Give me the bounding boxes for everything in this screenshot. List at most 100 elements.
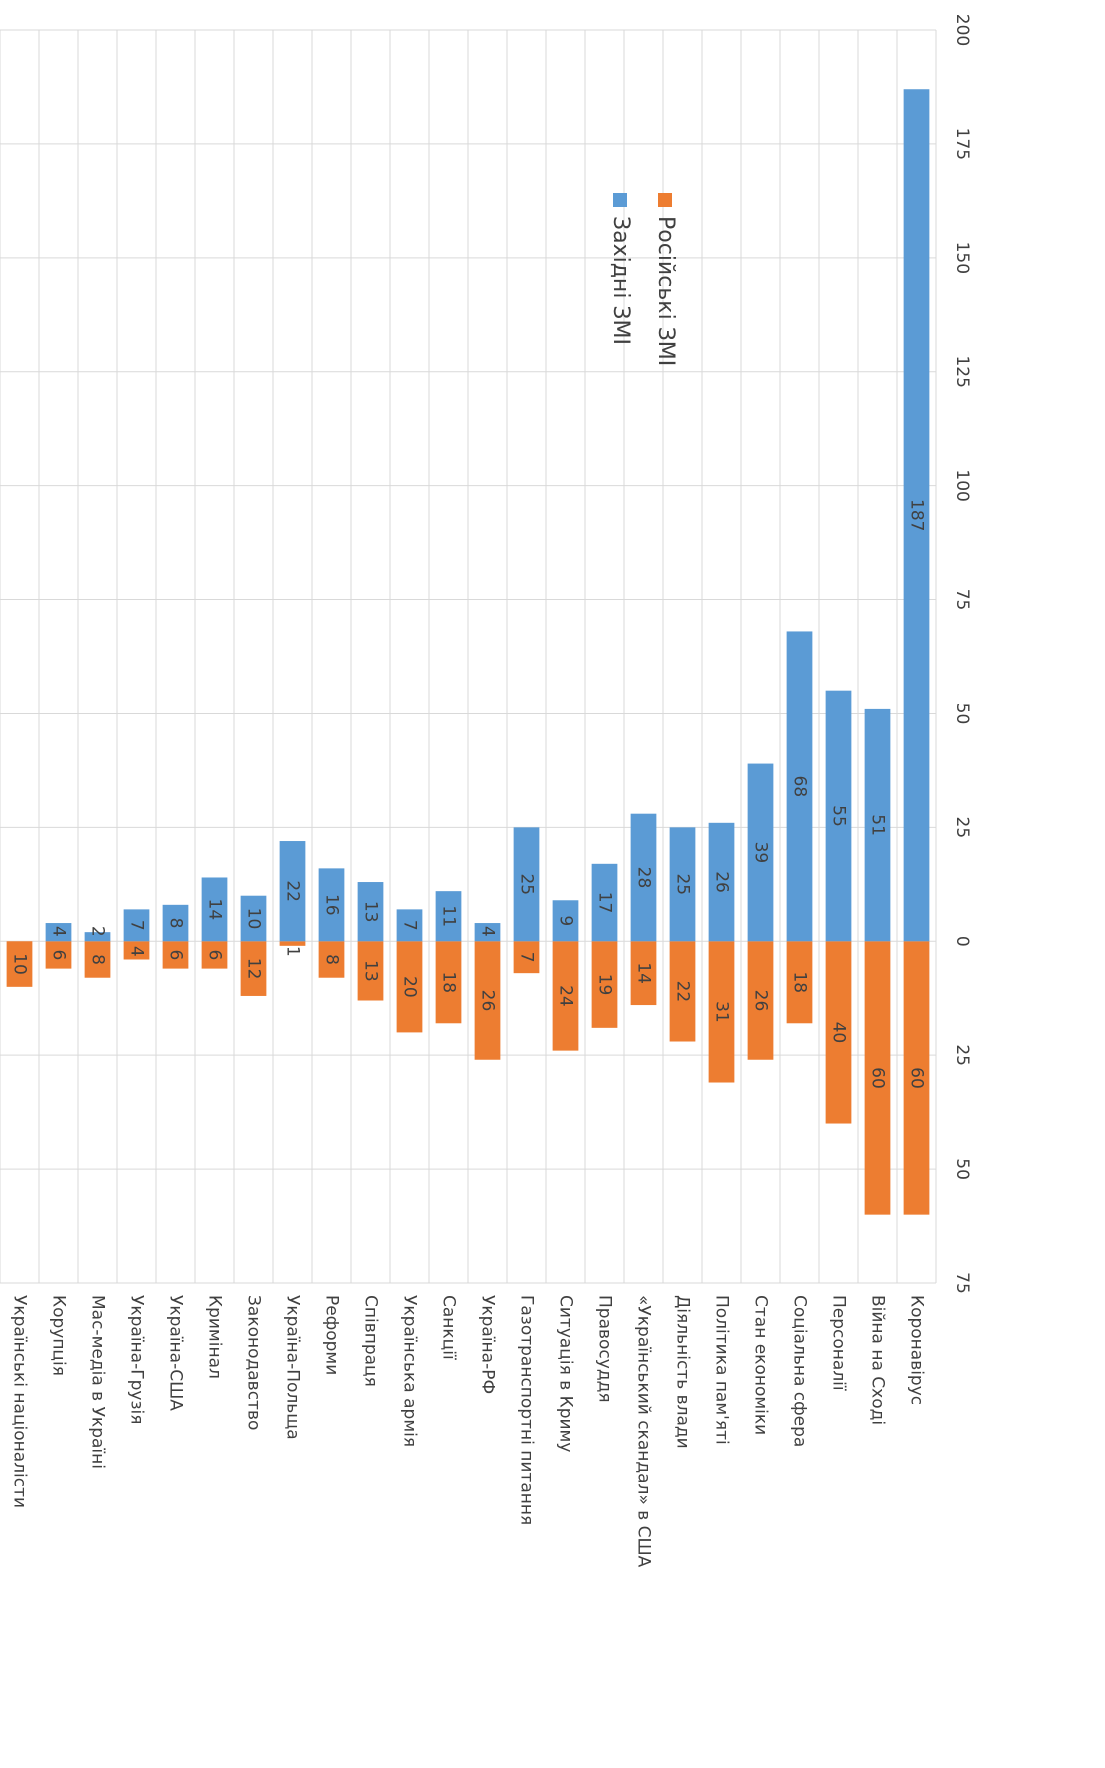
bar [591, 863, 618, 942]
bar [903, 89, 930, 942]
bar [591, 941, 618, 1028]
data-label: 6 [205, 950, 225, 961]
data-label: 4 [49, 926, 69, 937]
bar [6, 941, 33, 987]
data-label: 10 [10, 953, 30, 975]
data-label: 8 [322, 954, 342, 965]
x-tick-label: Українська армія [400, 1295, 420, 1447]
data-label: 4 [127, 946, 147, 957]
data-label: 26 [478, 990, 498, 1012]
data-label: 1 [283, 946, 303, 957]
bar [396, 909, 423, 942]
x-tick-label: Корупція [49, 1295, 69, 1376]
data-label: 26 [751, 990, 771, 1012]
bar [357, 941, 384, 1001]
x-tick-label: Україна-Грузія [127, 1295, 147, 1424]
data-label: 14 [205, 899, 225, 921]
bar [240, 941, 267, 996]
x-tick-label: «Український скандал» в США [634, 1295, 654, 1568]
y-tick-label: 150 [952, 242, 972, 274]
x-tick-label: Ситуація в Криму [556, 1295, 576, 1452]
data-label: 19 [595, 974, 615, 996]
bar [396, 941, 423, 1033]
data-label: 8 [166, 918, 186, 929]
y-tick-label: 50 [952, 703, 972, 725]
bar [747, 763, 774, 942]
x-tick-label: Санкції [439, 1295, 459, 1360]
bar [201, 941, 228, 969]
bar [123, 909, 150, 942]
data-label: 60 [907, 1067, 927, 1089]
data-label: 187 [907, 499, 927, 531]
data-label: 8 [88, 954, 108, 965]
data-label: 9 [556, 915, 576, 926]
y-tick-label: 100 [952, 469, 972, 501]
data-label: 7 [127, 920, 147, 931]
x-tick-label: Війна на Сході [868, 1295, 888, 1425]
x-tick-label: Законодавство [244, 1295, 264, 1430]
bar [357, 882, 384, 942]
x-tick-label: Коронавірус [907, 1295, 927, 1405]
data-label: 31 [712, 1001, 732, 1023]
data-label: 17 [595, 892, 615, 914]
data-label: 11 [439, 905, 459, 927]
data-label: 55 [829, 805, 849, 827]
bar [45, 923, 72, 942]
data-label: 16 [322, 894, 342, 916]
bar [123, 941, 150, 960]
bar [162, 941, 189, 969]
y-tick-label: 175 [952, 128, 972, 160]
data-label: 22 [673, 981, 693, 1003]
x-tick-label: Політика пам'яті [712, 1295, 732, 1445]
bar [162, 904, 189, 942]
x-tick-label: Українські націоналісти [10, 1295, 30, 1508]
legend-label: Російські ЗМІ [653, 216, 678, 366]
data-label: 68 [790, 776, 810, 798]
data-label: 51 [868, 814, 888, 836]
data-label: 18 [439, 971, 459, 993]
data-label: 7 [517, 952, 537, 963]
y-tick-label: 0 [952, 936, 972, 947]
x-tick-label: Стан економіки [751, 1295, 771, 1435]
data-label: 24 [556, 985, 576, 1007]
bar [513, 827, 540, 942]
y-tick-label: 25 [952, 1044, 972, 1066]
bar [435, 941, 462, 1024]
bar [825, 941, 852, 1124]
bar [552, 900, 579, 942]
y-tick-label: 25 [952, 817, 972, 839]
y-tick-label: 200 [952, 14, 972, 46]
data-label: 14 [634, 962, 654, 984]
legend-label: Західні ЗМІ [608, 216, 633, 345]
bar [474, 923, 501, 942]
x-tick-label: Персоналії [829, 1295, 849, 1391]
bar [708, 941, 735, 1083]
data-label: 22 [283, 880, 303, 902]
bar [318, 868, 345, 942]
x-tick-label: Співпраця [361, 1295, 381, 1387]
bar [318, 941, 345, 978]
y-tick-label: 75 [952, 1272, 972, 1294]
y-tick-label: 125 [952, 356, 972, 388]
x-tick-label: Діяльність влади [673, 1295, 693, 1449]
x-tick-label: Правосуддя [595, 1295, 615, 1403]
bar [630, 941, 657, 1006]
bar [747, 941, 774, 1060]
data-label: 40 [829, 1022, 849, 1044]
bar [864, 941, 891, 1215]
x-tick-label: Соціальна сфера [790, 1295, 810, 1447]
bar [240, 895, 267, 942]
data-label: 20 [400, 976, 420, 998]
bar [474, 941, 501, 1060]
y-tick-label: 75 [952, 589, 972, 611]
x-tick-label: Газотранспортні питання [517, 1295, 537, 1525]
data-label: 10 [244, 908, 264, 930]
legend-swatch [658, 193, 672, 207]
x-tick-label: Україна-РФ [478, 1295, 498, 1394]
bar [279, 841, 306, 942]
data-label: 13 [361, 901, 381, 923]
bar [786, 941, 813, 1024]
legend-swatch [613, 193, 627, 207]
x-tick-label: Україна-США [166, 1295, 186, 1411]
